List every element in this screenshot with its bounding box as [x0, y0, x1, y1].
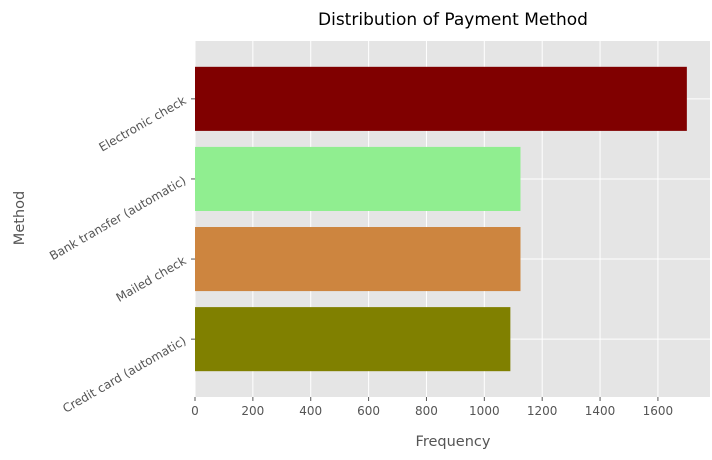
chart-title: Distribution of Payment Method	[318, 10, 588, 30]
x-tick-label: 0	[191, 404, 199, 418]
y-tick-label: Electronic check	[97, 93, 189, 154]
bars	[195, 66, 687, 372]
bar-electronic-check	[195, 66, 687, 131]
x-tick-label: 1600	[643, 404, 674, 418]
x-axis-label: Frequency	[416, 434, 491, 450]
x-tick-label: 600	[357, 404, 380, 418]
bar-bank-transfer-automatic	[195, 146, 521, 211]
x-axis-ticks: 0 200 400 600 800 1000 1200 1400 1600	[191, 397, 673, 418]
y-axis-ticks: Electronic check Bank transfer (automatic…	[47, 93, 195, 416]
bar-credit-card-automatic	[195, 307, 511, 372]
x-tick-label: 1200	[527, 404, 558, 418]
bar-mailed-check	[195, 227, 521, 292]
y-tick-label: Bank transfer (automatic)	[47, 173, 188, 263]
y-axis-label: Method	[12, 191, 28, 245]
y-tick-label: Credit card (automatic)	[60, 334, 188, 416]
x-tick-label: 1400	[585, 404, 616, 418]
x-tick-label: 800	[415, 404, 438, 418]
y-tick-label: Mailed check	[114, 254, 189, 305]
x-tick-label: 200	[241, 404, 264, 418]
x-tick-label: 400	[299, 404, 322, 418]
x-tick-label: 1000	[469, 404, 500, 418]
